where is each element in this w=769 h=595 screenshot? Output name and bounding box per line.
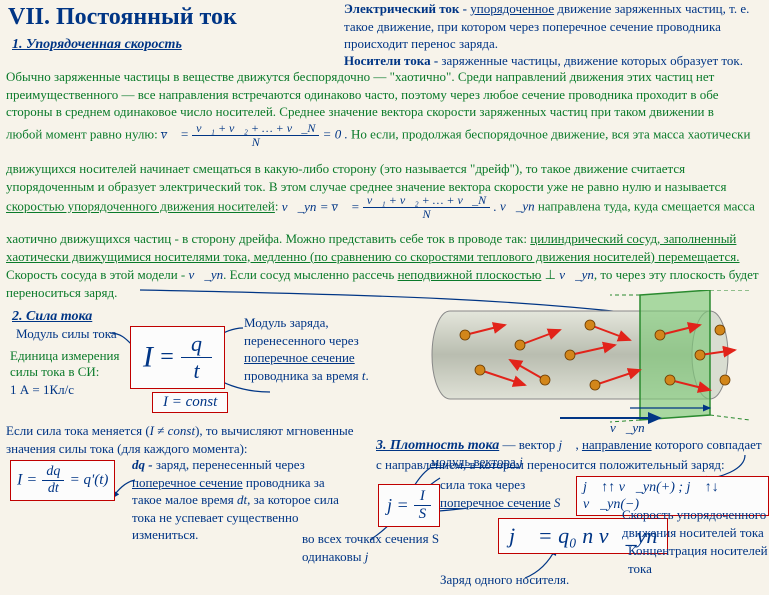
section1-title: 1. Упорядоченная скорость xyxy=(12,36,182,53)
s1-p2: любой момент равно нулю: v̅⃗ = v⃗₁ + v⃗₂… xyxy=(6,122,764,149)
main-title: VII. Постоянный ток xyxy=(8,4,338,31)
formula-I-const: I = const xyxy=(152,392,228,413)
callout-vup: Скорость упорядоченного движения носител… xyxy=(622,506,767,541)
def-electric-current: Электрический ток - упорядоченное движен… xyxy=(344,0,764,53)
callout-n: Концентрация носителей тока xyxy=(628,542,768,577)
label-mod-I: Модуль силы тока xyxy=(16,326,117,342)
s1-p7: переноситься заряд. xyxy=(6,284,306,302)
s1-p4: скоростью упорядоченного движения носите… xyxy=(6,194,764,221)
s1-p6: Скорость сосуда в этой модели - v⃗_уп. Е… xyxy=(6,266,764,284)
formula-dq-dt: I = dq dt = q'(t) xyxy=(10,460,115,501)
s2-var: Если сила тока меняется (I ≠ const), то … xyxy=(6,422,366,457)
s1-p3: движущихся носителей начинает смещаться … xyxy=(6,160,764,195)
s1-p5: хаотично движущихся частиц - в сторону д… xyxy=(6,230,764,265)
note-j-I: сила тока через поперечное сечение S xyxy=(440,476,570,511)
diagram-v-label: v⃗_уп xyxy=(610,420,645,436)
formula-j-eq-I-over-S: j = I S xyxy=(378,484,440,527)
s1-p1: Обычно заряженные частицы в веществе дви… xyxy=(6,68,764,121)
formula-I-eq-q-over-t: I = q t xyxy=(130,326,225,389)
note-q: Модуль заряда, перенесенного через попер… xyxy=(244,314,404,384)
section2-title: 2. Сила тока xyxy=(12,308,92,325)
page-root: VII. Постоянный ток Электрический ток - … xyxy=(0,0,769,595)
note-j-uniform: во всех точках сечения S одинаковы j⃗ xyxy=(302,530,452,565)
callout-q0: Заряд одного носителя. xyxy=(440,572,569,588)
cylinder-diagram xyxy=(410,290,760,440)
label-mod-j: модуль вектора j⃗ xyxy=(431,454,533,470)
def-carriers: Носители тока - заряженные частицы, движ… xyxy=(344,52,764,70)
label-unit: Единица измерения силы тока в СИ: 1 А = … xyxy=(10,348,120,398)
